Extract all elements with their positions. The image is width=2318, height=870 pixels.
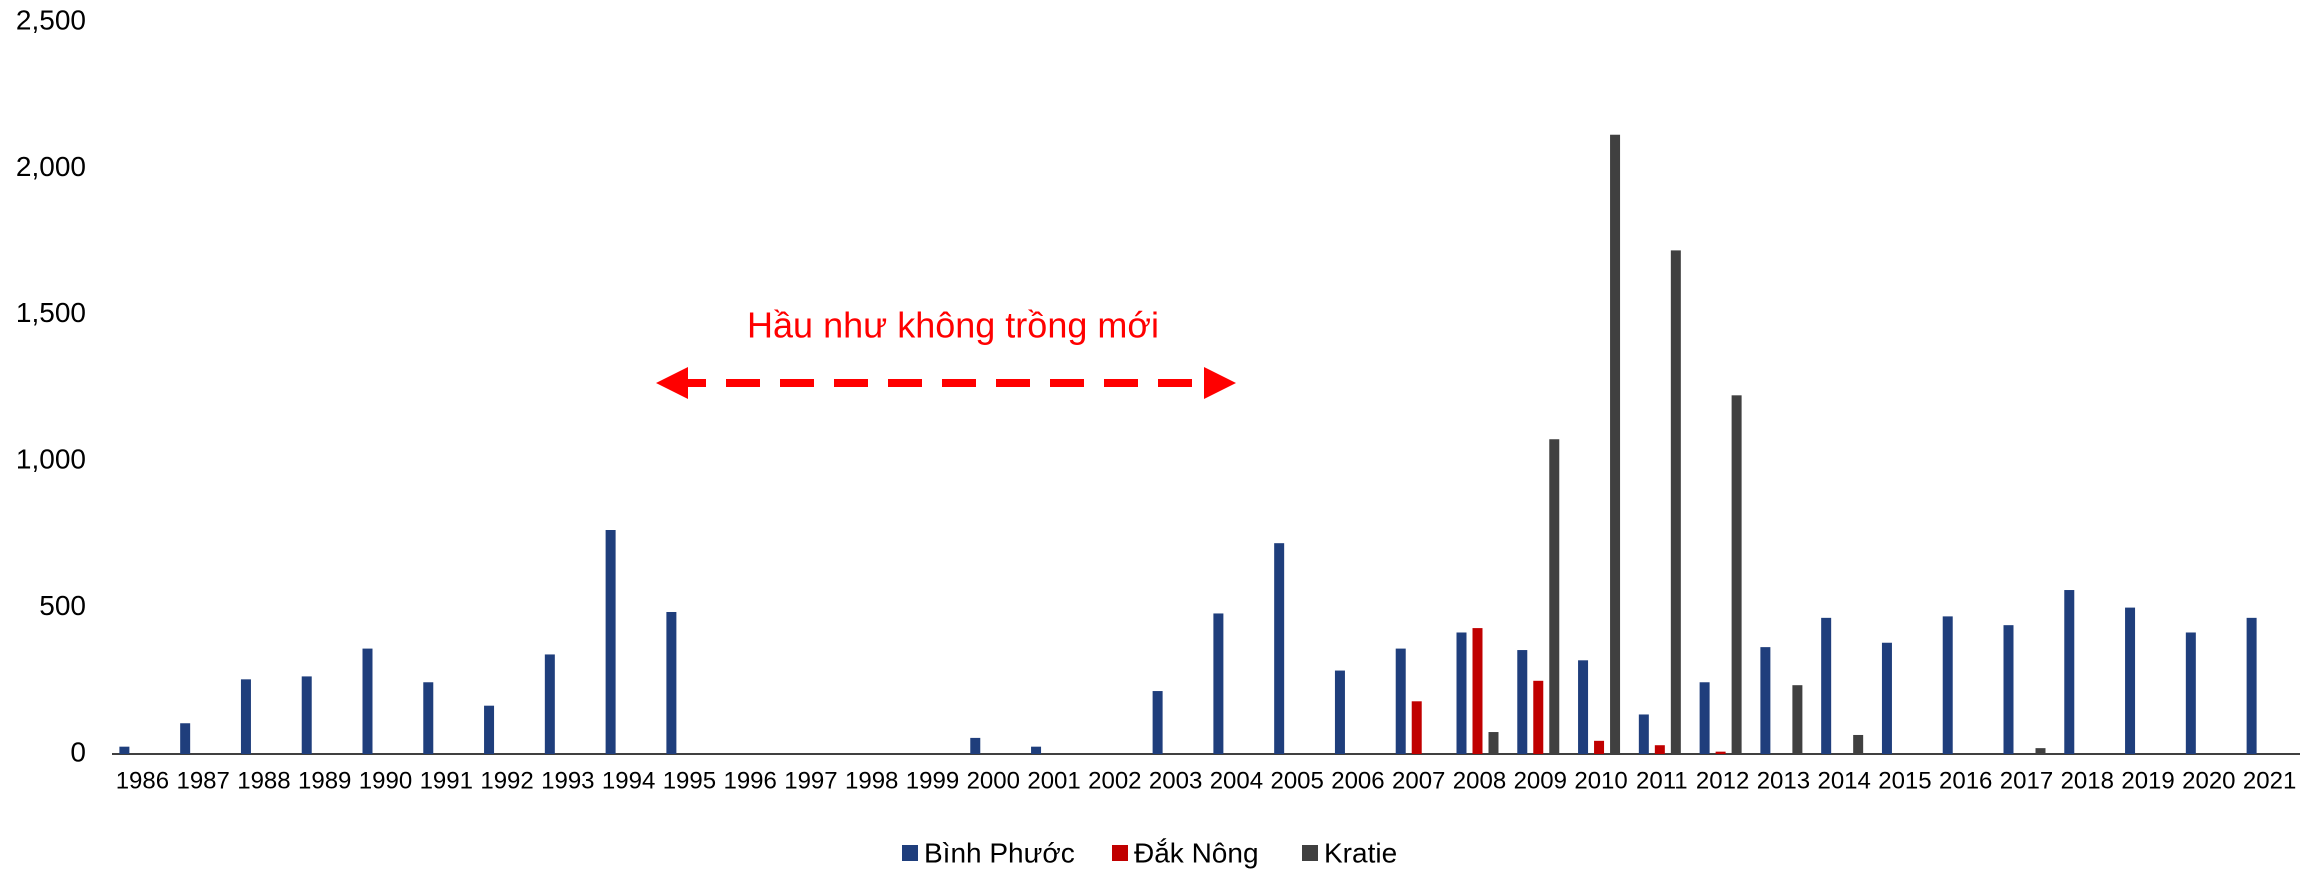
x-tick-label: 2008 [1453,767,1506,794]
bar [1638,714,1649,754]
x-tick-label: 1988 [237,767,290,794]
x-tick-label: 1995 [663,767,716,794]
legend-swatch [902,845,918,861]
x-tick-label: 1999 [906,767,959,794]
bar [1213,613,1224,754]
x-tick-label: 1997 [784,767,837,794]
x-tick-label: 2017 [2000,767,2053,794]
bar [1821,617,1832,754]
bar [1578,660,1589,754]
bar [970,737,981,754]
x-tick-label: 2014 [1817,767,1870,794]
legend-label: Kratie [1324,837,1397,868]
bar [1594,740,1605,754]
x-tick-label: 2021 [2243,767,2296,794]
bar [301,676,312,754]
bar [1031,746,1042,754]
x-tick-label: 1998 [845,767,898,794]
legend-label: Bình Phước [924,837,1075,868]
bar [1456,632,1467,754]
bar [1472,628,1483,754]
x-tick-label: 1987 [176,767,229,794]
bar [1853,734,1864,754]
x-tick-label: 1990 [359,767,412,794]
x-tick-label: 2010 [1574,767,1627,794]
x-tick-label: 2012 [1696,767,1749,794]
y-tick-label: 1,000 [16,444,86,475]
x-tick-label: 2009 [1514,767,1567,794]
x-tick-label: 2020 [2182,767,2235,794]
x-tick-label: 2001 [1027,767,1080,794]
bar [1152,691,1163,754]
bar [2185,632,2196,754]
x-tick-label: 2015 [1878,767,1931,794]
x-tick-label: 2002 [1088,767,1141,794]
bar [666,611,677,754]
bar [544,654,555,754]
bar [362,648,373,754]
x-tick-label: 1992 [480,767,533,794]
x-tick-label: 2004 [1210,767,1263,794]
bar [180,723,191,754]
bar [1715,751,1726,754]
legend-label: Đắk Nông [1134,837,1259,868]
bar [1942,616,1953,754]
bar [1517,650,1528,754]
bar [119,746,130,754]
bar [1654,745,1665,754]
bar [484,705,495,754]
bar [1731,395,1742,754]
bar [2064,590,2075,754]
x-tick-label: 1989 [298,767,351,794]
x-tick-label: 1993 [541,767,594,794]
bar [2035,748,2046,754]
annotation: Hầu như không trồng mới [747,305,1159,346]
bar [1610,134,1621,754]
bar [2003,625,2014,754]
y-tick-label: 2,000 [16,151,86,182]
bar [605,530,616,754]
x-tick-label: 2016 [1939,767,1992,794]
y-tick-label: 500 [39,590,86,621]
bar [1274,543,1285,754]
bar [1699,682,1710,754]
bar [2125,607,2136,754]
x-tick-label: 2018 [2061,767,2114,794]
bar [1533,680,1544,754]
x-tick-label: 2013 [1757,767,1810,794]
bar [1881,642,1892,754]
bar [1395,648,1406,754]
x-tick-label: 2005 [1270,767,1323,794]
bar [1411,701,1422,754]
bar [1670,250,1681,754]
bar [1760,647,1771,754]
bar [1334,670,1345,754]
y-tick-label: 2,500 [16,4,86,35]
legend-swatch [1302,845,1318,861]
x-tick-label: 1994 [602,767,655,794]
x-tick-label: 1986 [116,767,169,794]
bar [1488,732,1499,754]
bar [1549,439,1560,754]
y-tick-label: 0 [70,736,86,767]
legend-swatch [1112,845,1128,861]
bar [2246,617,2257,754]
x-tick-label: 2006 [1331,767,1384,794]
bar [423,682,434,754]
x-tick-label: 2003 [1149,767,1202,794]
x-tick-label: 1996 [723,767,776,794]
x-tick-label: 1991 [420,767,473,794]
x-tick-label: 2007 [1392,767,1445,794]
y-tick-label: 1,500 [16,297,86,328]
x-tick-label: 2019 [2121,767,2174,794]
bar [1792,685,1803,754]
x-tick-label: 2011 [1636,767,1688,794]
x-tick-label: 2000 [967,767,1020,794]
bar [240,679,251,754]
